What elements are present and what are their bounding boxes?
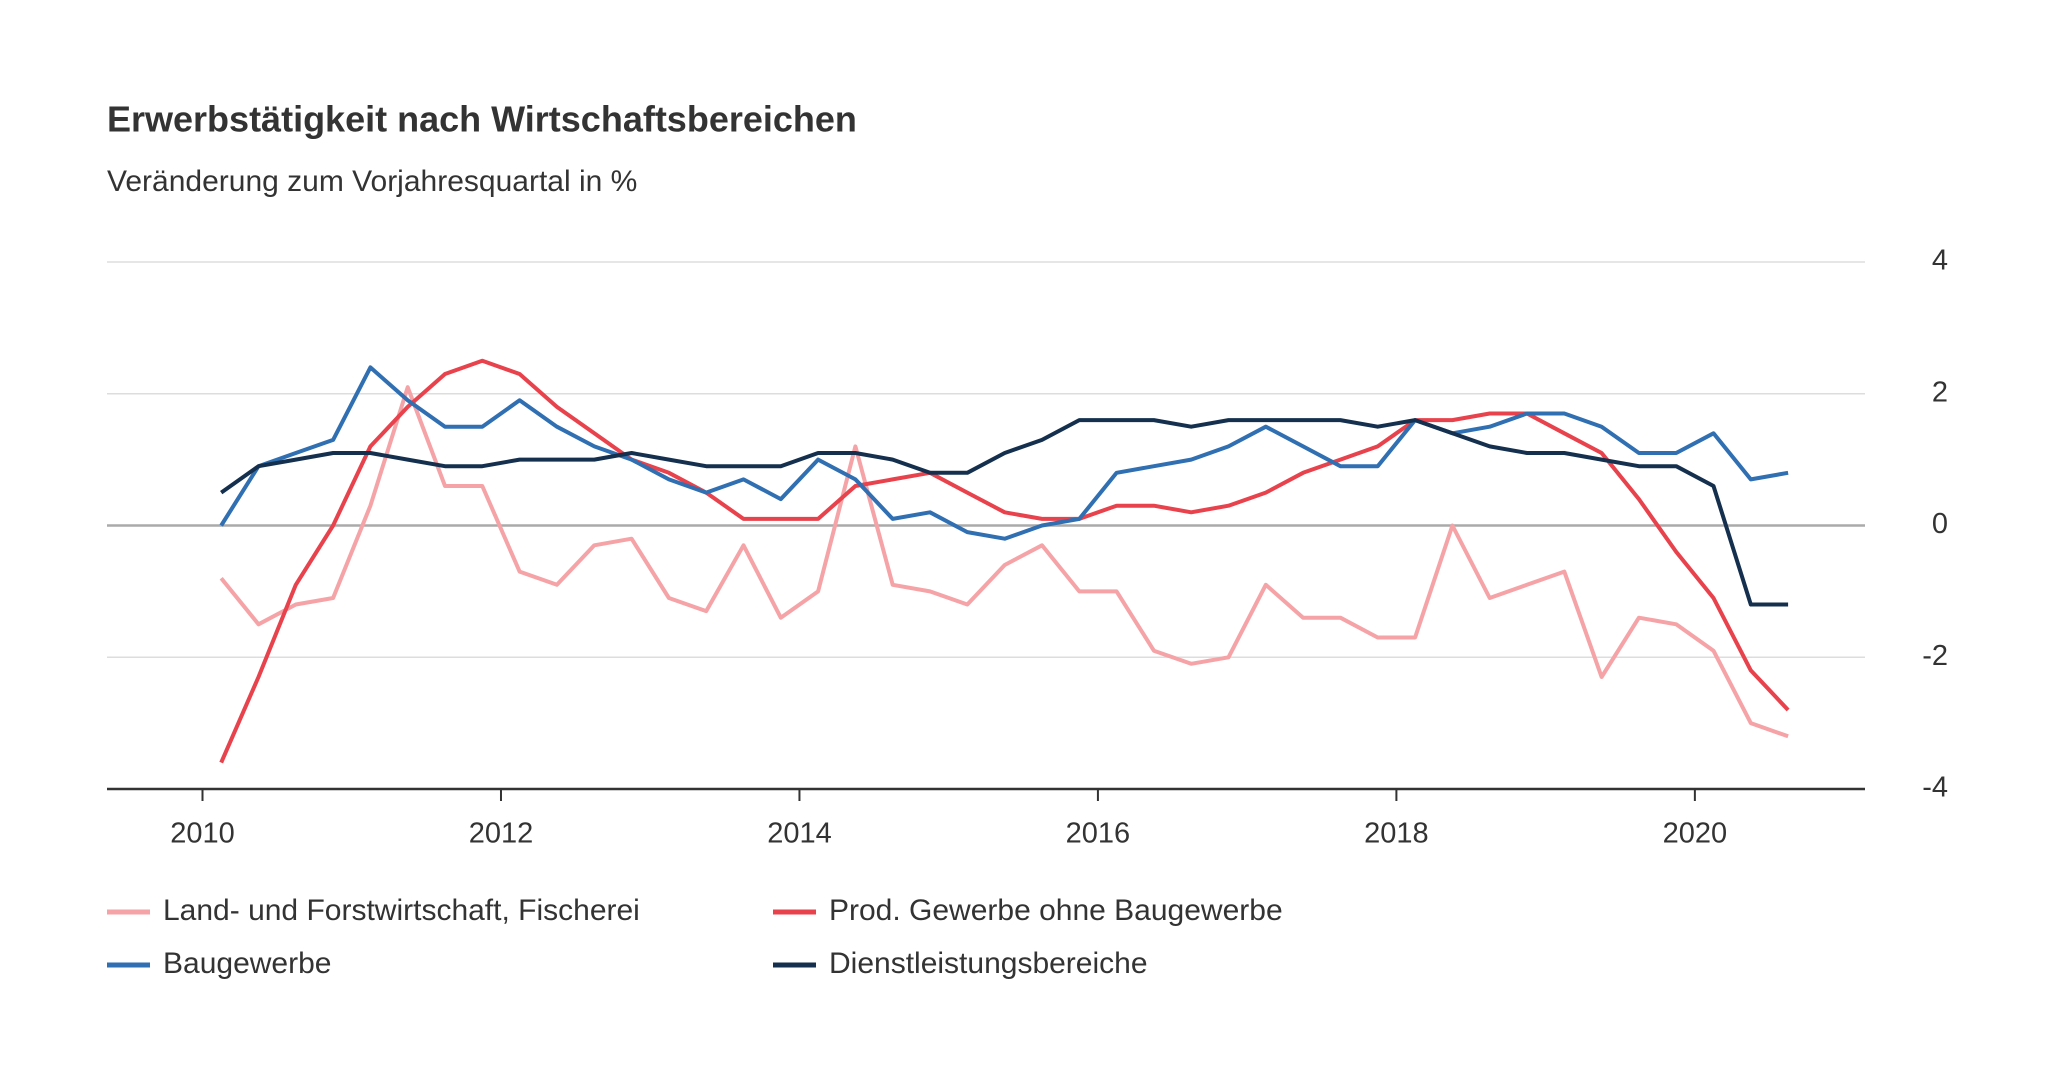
series-line xyxy=(219,365,1789,541)
chart-title: Erwerbstätigkeit nach Wirtschaftsbereich… xyxy=(107,99,857,140)
x-tick-label: 2012 xyxy=(469,818,534,850)
legend-label: Dienstleistungsbereiche xyxy=(829,947,1148,980)
x-tick-label: 2020 xyxy=(1663,818,1728,850)
series-line xyxy=(219,385,1789,739)
x-tick-label: 2010 xyxy=(170,818,235,850)
legend-label: Baugewerbe xyxy=(163,947,331,980)
x-tick-label: 2014 xyxy=(767,818,832,850)
x-tick-label: 2016 xyxy=(1066,818,1131,850)
legend-label: Prod. Gewerbe ohne Baugewerbe xyxy=(829,894,1283,927)
y-tick-label: -2 xyxy=(1922,640,1948,672)
chart-subtitle: Veränderung zum Vorjahresquartal in % xyxy=(107,165,637,198)
y-tick-label: -4 xyxy=(1922,772,1948,804)
y-tick-label: 2 xyxy=(1932,376,1948,408)
x-tick-label: 2018 xyxy=(1364,818,1429,850)
y-tick-label: 0 xyxy=(1932,508,1948,540)
y-tick-label: 4 xyxy=(1932,245,1948,277)
series-line xyxy=(220,418,1789,607)
series-line xyxy=(219,358,1790,764)
legend-label: Land- und Forstwirtschaft, Fischerei xyxy=(163,894,640,927)
